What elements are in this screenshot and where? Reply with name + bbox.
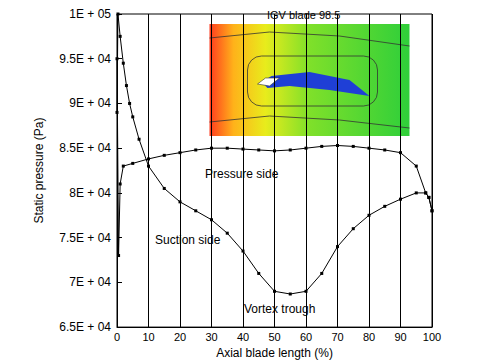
svg-text:7.5E + 04: 7.5E + 04	[59, 231, 111, 245]
svg-text:60: 60	[300, 331, 312, 343]
svg-text:0: 0	[114, 331, 120, 343]
svg-text:50: 50	[268, 331, 280, 343]
svg-text:Axial blade length (%): Axial blade length (%)	[216, 346, 333, 360]
svg-text:9E + 04: 9E + 04	[69, 96, 111, 110]
svg-text:40: 40	[237, 331, 249, 343]
svg-text:30: 30	[205, 331, 217, 343]
svg-text:Static pressure (Pa): Static pressure (Pa)	[32, 118, 46, 224]
svg-text:90: 90	[394, 331, 406, 343]
svg-text:80: 80	[363, 331, 375, 343]
svg-text:6.5E + 04: 6.5E + 04	[59, 320, 111, 334]
svg-text:Pressure side: Pressure side	[205, 167, 279, 181]
svg-text:70: 70	[331, 331, 343, 343]
svg-text:IGV blade 98.5: IGV blade 98.5	[267, 9, 340, 21]
svg-text:Vortex trough: Vortex trough	[244, 302, 315, 316]
svg-text:9.5E + 04: 9.5E + 04	[59, 52, 111, 66]
svg-text:10: 10	[142, 331, 154, 343]
svg-text:Suction side: Suction side	[155, 233, 221, 247]
svg-text:7E + 04: 7E + 04	[69, 275, 111, 289]
svg-text:8.5E + 04: 8.5E + 04	[59, 141, 111, 155]
svg-text:1E + 05: 1E + 05	[69, 7, 111, 21]
svg-text:8E + 04: 8E + 04	[69, 186, 111, 200]
svg-text:20: 20	[174, 331, 186, 343]
svg-text:100: 100	[423, 331, 441, 343]
